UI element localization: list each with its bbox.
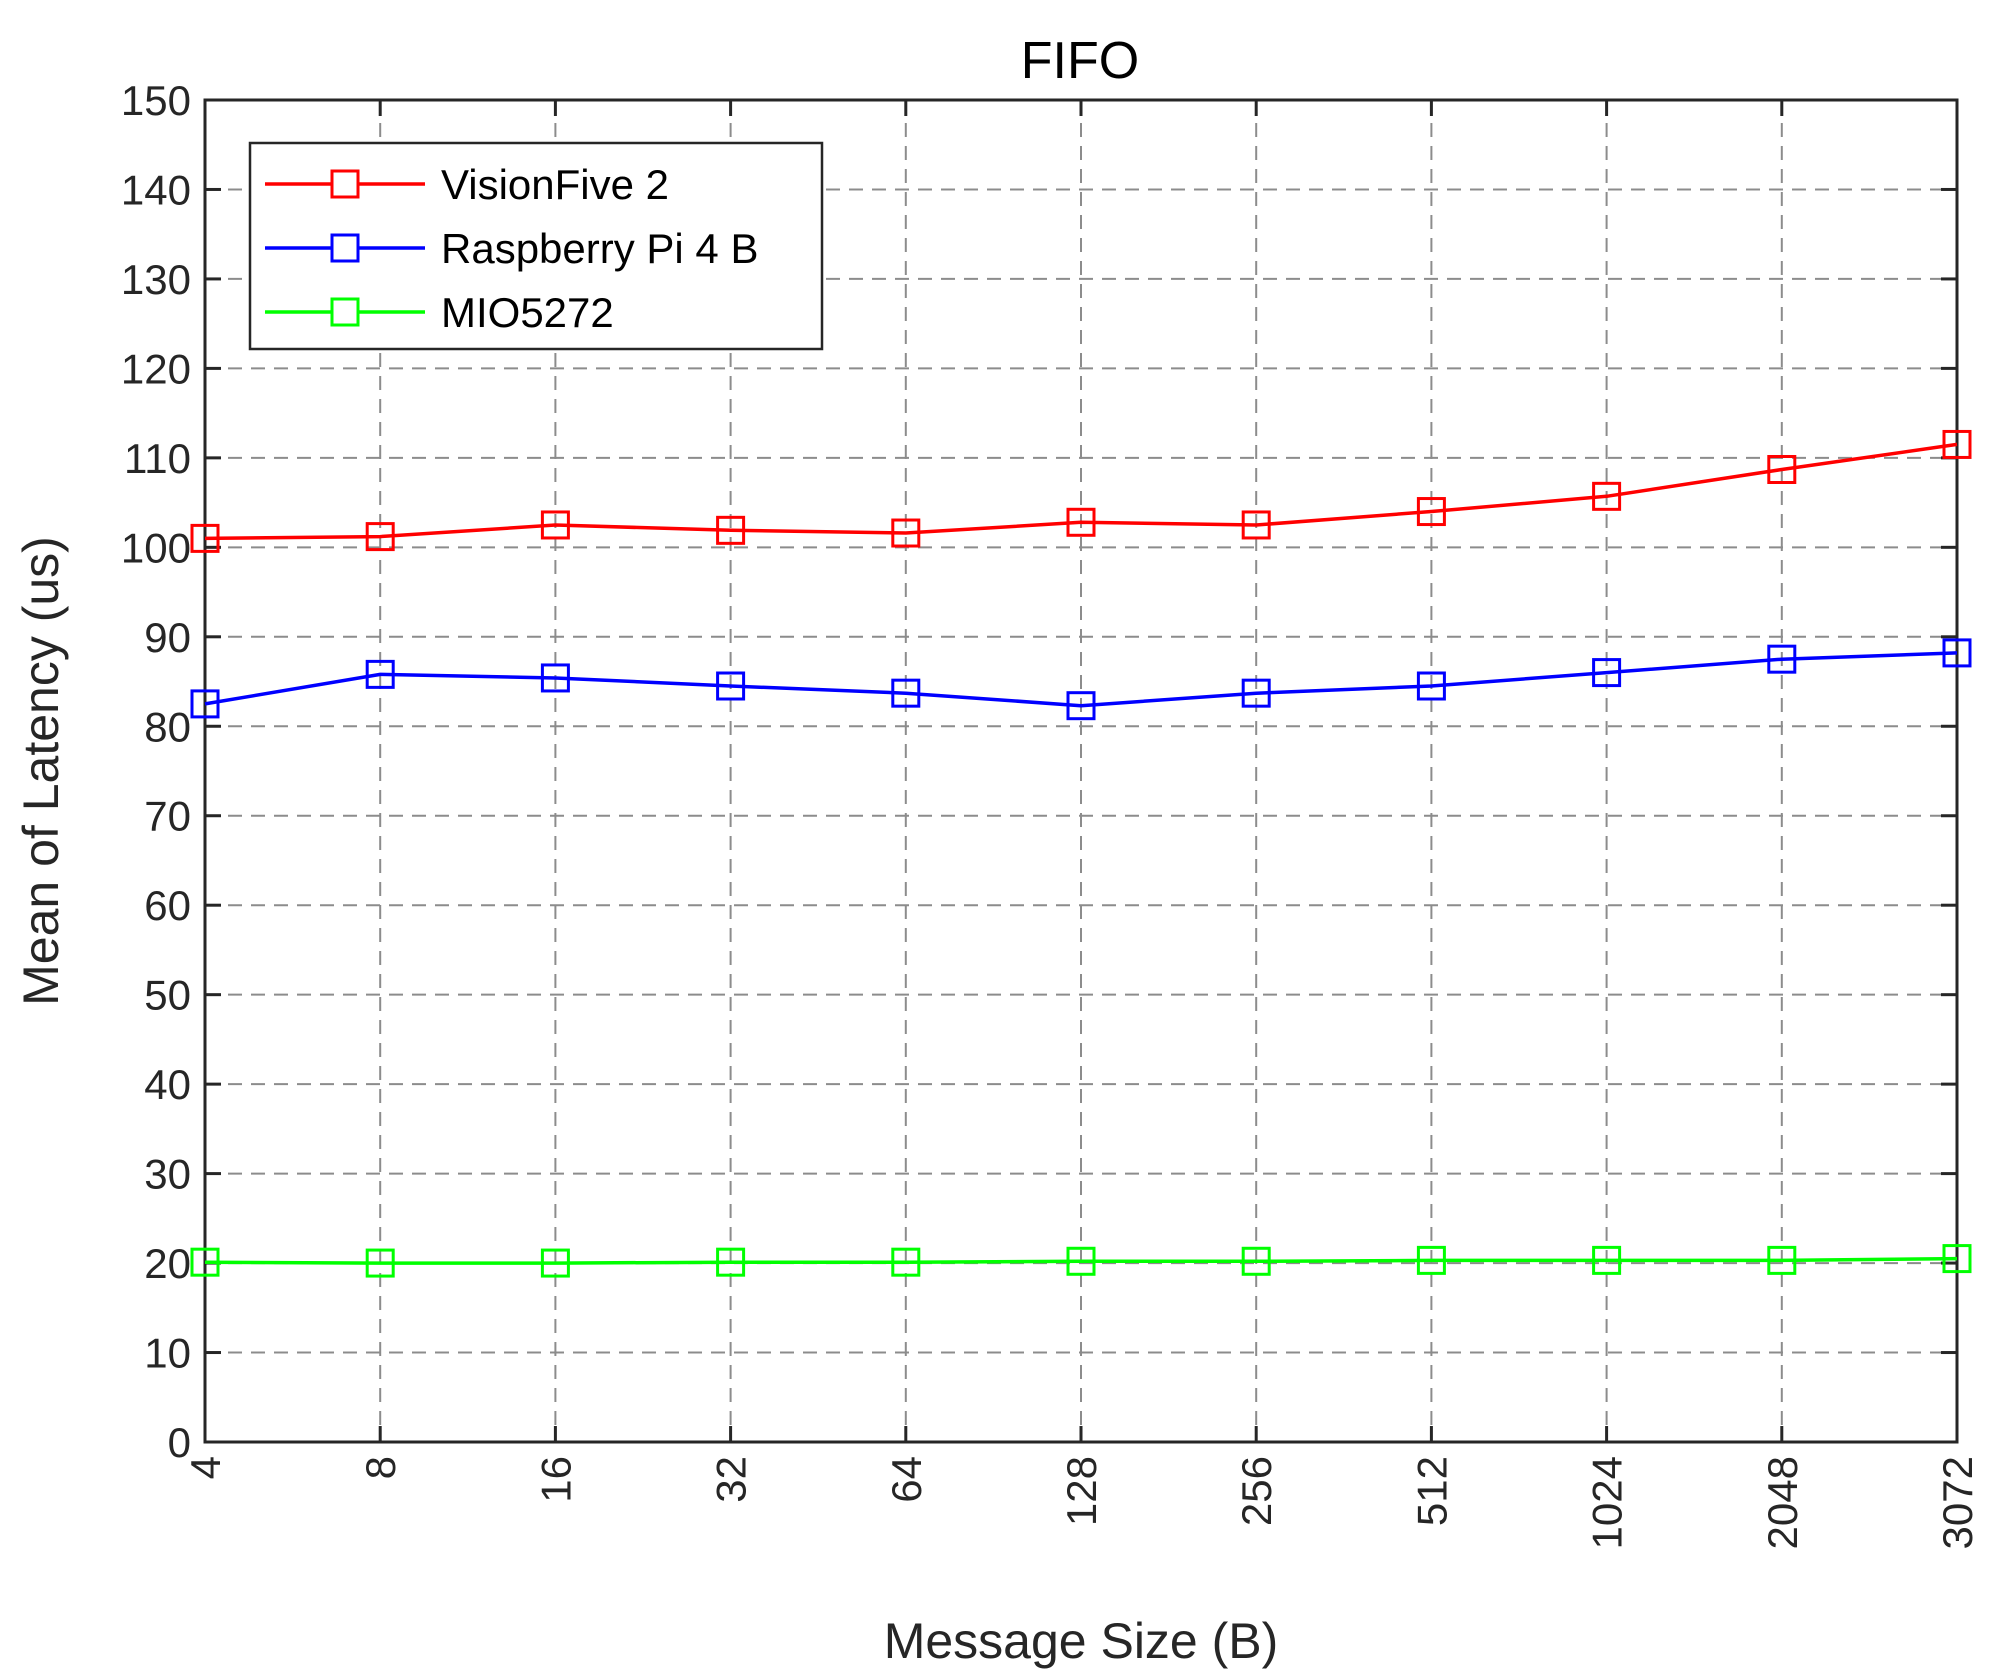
y-tick-label: 90 [144, 614, 191, 661]
x-tick-label: 128 [1058, 1456, 1105, 1526]
data-point-marker [190, 523, 220, 553]
data-point-marker [1942, 1244, 1972, 1274]
data-point-marker [1066, 691, 1096, 721]
data-point-marker [1416, 1245, 1446, 1275]
data-point-marker [1592, 658, 1622, 688]
series-line [204, 1256, 1958, 1265]
data-point-marker [891, 518, 921, 548]
legend-marker [330, 233, 360, 263]
y-tick-label: 10 [144, 1330, 191, 1377]
data-point-marker [540, 663, 570, 693]
data-point-marker [190, 689, 220, 719]
data-point-marker [365, 1248, 395, 1278]
data-point-marker [1767, 1245, 1797, 1275]
chart-title: FIFO [1021, 32, 1139, 90]
x-tick-label: 2048 [1759, 1456, 1806, 1549]
x-axis-ticks: 4 8 16 32 64 128 256 512 1024 2048 3072 [182, 100, 1981, 1549]
data-point-marker [891, 1247, 921, 1277]
y-tick-label: 40 [144, 1061, 191, 1108]
legend-label: MIO5272 [441, 289, 614, 336]
legend-marker [330, 169, 360, 199]
x-tick-label: 256 [1233, 1456, 1280, 1526]
data-point-marker [1942, 429, 1972, 459]
y-tick-label: 20 [144, 1240, 191, 1287]
x-axis-label: Message Size (B) [884, 1613, 1279, 1669]
y-tick-label: 50 [144, 972, 191, 1019]
grid-lines [205, 100, 1957, 1442]
data-point-marker [1241, 510, 1271, 540]
data-point-marker [716, 671, 746, 701]
legend-label: Raspberry Pi 4 B [441, 225, 758, 272]
legend: VisionFive 2 Raspberry Pi 4 B MIO5272 [248, 141, 824, 351]
data-point-marker [716, 515, 746, 545]
y-tick-label: 30 [144, 1151, 191, 1198]
series-layer [190, 429, 1972, 1278]
data-point-marker [1241, 678, 1271, 708]
data-point-marker [1066, 507, 1096, 537]
data-point-marker [1416, 671, 1446, 701]
x-tick-label: 32 [708, 1456, 755, 1503]
data-point-marker [1767, 644, 1797, 674]
legend-items: VisionFive 2 Raspberry Pi 4 B MIO5272 [265, 161, 758, 336]
data-point-marker [1066, 1246, 1096, 1276]
x-tick-label: 3072 [1934, 1456, 1981, 1549]
y-tick-label: 70 [144, 793, 191, 840]
series-1 [190, 638, 1972, 721]
data-point-marker [1592, 1245, 1622, 1275]
legend-label: VisionFive 2 [441, 161, 669, 208]
data-point-marker [716, 1247, 746, 1277]
y-tick-label: 80 [144, 703, 191, 750]
x-tick-label: 1024 [1584, 1456, 1631, 1549]
series-2 [190, 1244, 1972, 1278]
x-tick-label: 512 [1408, 1456, 1455, 1526]
data-point-marker [365, 522, 395, 552]
x-tick-label: 16 [532, 1456, 579, 1503]
x-tick-label: 4 [182, 1456, 229, 1479]
series-line [204, 442, 1958, 541]
y-tick-label: 100 [121, 524, 191, 571]
data-point-marker [1241, 1246, 1271, 1276]
data-point-marker [540, 1248, 570, 1278]
y-tick-label: 150 [121, 77, 191, 124]
y-tick-label: 60 [144, 882, 191, 929]
y-tick-label: 0 [168, 1419, 191, 1466]
data-point-marker [365, 659, 395, 689]
legend-marker [330, 297, 360, 327]
y-tick-label: 130 [121, 256, 191, 303]
y-axis-label: Mean of Latency (us) [13, 536, 69, 1006]
data-point-marker [1942, 638, 1972, 668]
data-point-marker [1416, 497, 1446, 527]
y-tick-label: 140 [121, 166, 191, 213]
data-point-marker [1767, 454, 1797, 484]
y-tick-label: 110 [124, 435, 191, 482]
data-point-marker [1592, 481, 1622, 511]
data-point-marker [540, 510, 570, 540]
x-tick-label: 8 [357, 1456, 404, 1479]
x-tick-label: 64 [883, 1456, 930, 1503]
data-point-marker [891, 678, 921, 708]
series-line [204, 651, 1958, 708]
series-0 [190, 429, 1972, 553]
data-point-marker [190, 1247, 220, 1277]
y-tick-label: 120 [121, 345, 191, 392]
